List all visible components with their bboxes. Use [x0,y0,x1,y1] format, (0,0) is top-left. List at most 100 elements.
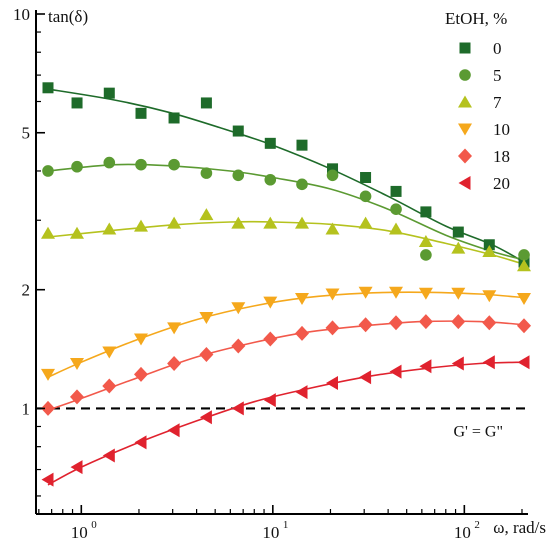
reference-line-label: G' = G" [453,423,503,440]
legend-label-10: 10 [493,120,510,139]
data-point-7-0 [41,226,55,239]
data-point-0-14 [483,239,495,251]
data-point-10-2 [102,346,117,359]
data-point-0-1 [71,97,83,109]
y-tick-label-2: 2 [22,281,31,300]
data-point-10-14 [482,290,497,303]
legend-label-0: 0 [493,39,502,58]
data-point-0-7 [264,137,276,149]
data-point-10-15 [517,293,531,305]
data-point-5-3 [135,158,147,171]
legend: EtOH, % 0 5 7 10 18 20 [445,9,510,193]
data-point-0-11 [390,185,402,197]
data-point-10-10 [358,286,373,299]
data-point-20-0 [41,472,54,487]
data-point-7-14 [482,245,497,257]
legend-marker-10 [458,123,472,136]
data-point-5-13 [518,249,530,261]
data-point-7-1 [70,226,84,239]
data-point-10-9 [325,288,340,301]
data-point-0-3 [135,107,147,119]
fit-curve-10 [47,291,525,378]
legend-marker-7 [458,95,472,108]
data-point-20-2 [102,448,115,463]
data-point-20-1 [70,460,83,475]
data-points [41,82,531,487]
data-point-20-9 [326,376,338,390]
x-tick-exponent-100: 2 [474,519,480,531]
data-point-5-6 [232,169,245,182]
data-point-18-13 [451,314,466,330]
data-point-5-9 [326,169,339,182]
data-point-7-7 [263,216,278,229]
data-point-20-6 [231,401,244,416]
data-point-18-1 [70,389,84,405]
data-point-18-5 [199,347,214,362]
legend-marker-5 [459,69,471,81]
data-point-5-8 [296,178,308,191]
legend-marker-0 [459,42,471,54]
data-point-7-12 [418,235,433,247]
x-tick-label-100: 10 [454,523,471,542]
data-point-18-14 [482,315,497,331]
data-point-18-3 [134,366,148,382]
data-point-5-2 [103,156,116,169]
y-axis-label: tan(δ) [48,7,88,26]
data-point-20-10 [359,370,372,385]
legend-marker-18 [458,148,472,164]
data-point-0-0 [42,82,54,94]
data-point-10-5 [199,312,214,324]
data-point-10-12 [418,287,433,300]
data-point-18-11 [389,315,403,331]
data-point-20-14 [482,355,495,370]
data-point-0-10 [360,172,372,184]
data-point-7-2 [102,222,117,235]
data-point-10-8 [295,293,309,305]
data-point-20-12 [419,359,432,374]
legend-title: EtOH, % [445,9,507,28]
data-point-18-12 [418,314,433,330]
data-point-5-10 [359,190,372,203]
data-point-18-2 [102,378,117,394]
data-point-7-4 [167,216,182,229]
data-point-18-15 [517,318,531,334]
y-tick-label-1: 1 [22,399,31,418]
data-point-5-1 [71,160,83,173]
data-point-7-5 [199,208,214,221]
data-point-0-9 [327,163,339,175]
reference-line-group: G' = G" [36,407,528,440]
data-point-10-7 [263,296,278,309]
data-point-7-9 [325,222,340,235]
data-point-5-5 [200,167,213,179]
data-point-20-5 [199,410,212,425]
data-point-20-13 [451,356,464,371]
data-point-20-15 [517,355,530,370]
data-point-5-12 [420,249,432,261]
legend-label-5: 5 [493,66,502,85]
data-point-7-13 [451,241,466,254]
data-point-20-3 [134,435,147,450]
data-point-10-0 [41,368,55,381]
legend-label-7: 7 [493,93,502,112]
x-axis-label: ω, rad/s [493,518,546,537]
data-point-20-8 [295,385,308,400]
data-point-18-7 [263,331,278,347]
data-point-5-7 [264,173,277,186]
data-point-18-4 [167,356,182,371]
legend-label-18: 18 [493,147,510,166]
data-point-18-9 [325,320,340,336]
data-point-20-4 [167,423,180,438]
y-tick-label-10: 10 [13,5,30,24]
x-tick-label-1: 10 [71,523,88,542]
data-point-0-4 [168,112,180,124]
data-point-0-2 [103,87,115,99]
data-point-10-13 [451,287,466,300]
data-point-5-0 [42,165,54,177]
data-point-10-3 [134,333,148,346]
data-point-0-6 [232,125,244,137]
data-point-10-4 [167,322,182,335]
fit-curve-7 [47,220,525,266]
data-point-10-1 [70,358,84,370]
